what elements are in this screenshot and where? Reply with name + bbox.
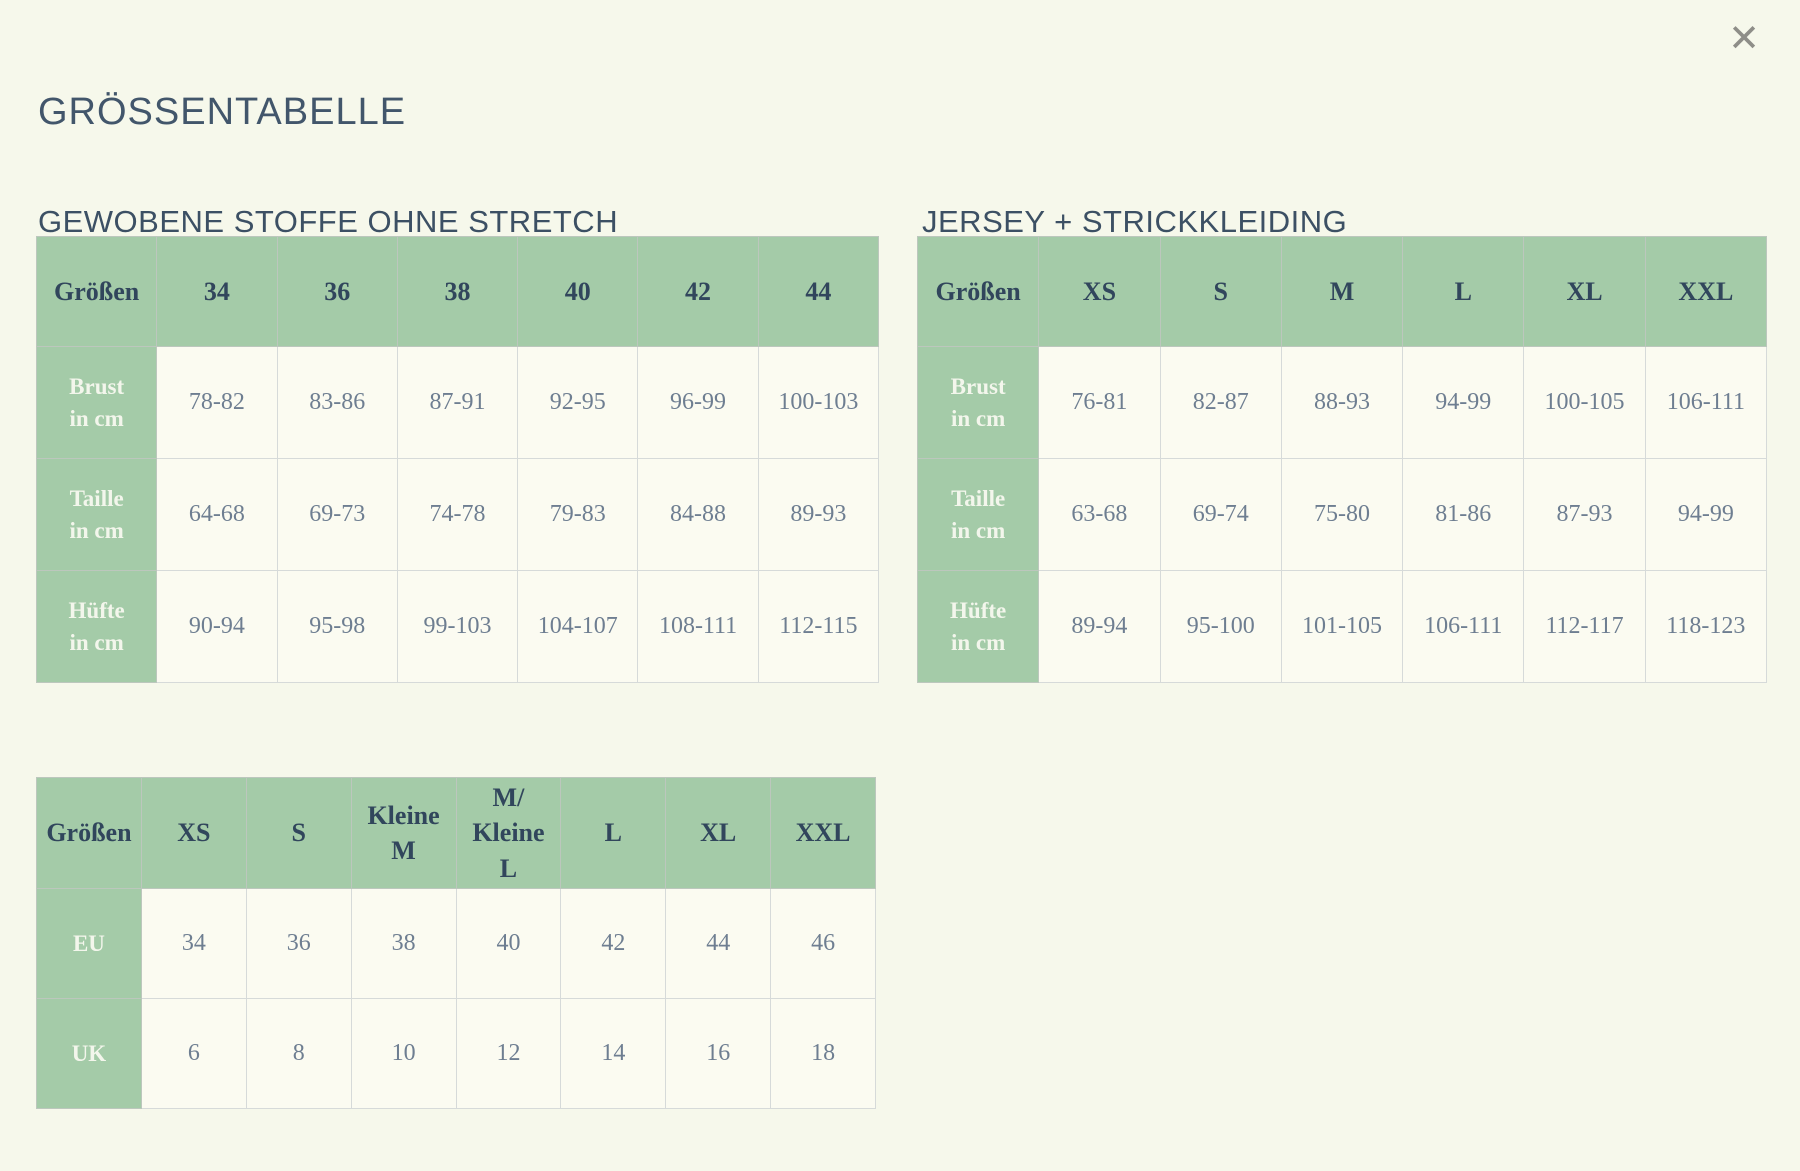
column-header: Kleine M (350, 777, 457, 889)
size-cell: 16 (665, 998, 772, 1109)
size-cell: 10 (350, 998, 457, 1109)
size-cell: 112-115 (757, 570, 880, 683)
column-header: 42 (637, 236, 759, 347)
row-header: Taille in cm (35, 458, 158, 571)
section-title-jersey: JERSEY + STRICKKLEIDING (922, 203, 1348, 239)
size-cell: 88-93 (1280, 346, 1404, 459)
column-header: S (245, 777, 352, 889)
size-cell: 34 (140, 888, 247, 999)
column-header: 40 (517, 236, 639, 347)
size-cell: 118-123 (1644, 570, 1768, 683)
size-cell: 100-103 (757, 346, 880, 459)
size-table-jersey: Größen XS S M L XL XXL Brust in cm 76-81… (916, 236, 1768, 683)
column-header: M/ Kleine L (455, 777, 562, 889)
row-header: Hüfte in cm (916, 570, 1040, 683)
row-header: UK (36, 998, 142, 1109)
size-cell: 94-99 (1402, 346, 1525, 459)
size-cell: 8 (245, 998, 352, 1109)
size-cell: 79-83 (517, 458, 639, 571)
table-row: EU 34 36 38 40 42 44 46 (36, 888, 876, 999)
size-cell: 12 (455, 998, 562, 1109)
table-row: Taille in cm 64-68 69-73 74-78 79-83 84-… (35, 458, 880, 571)
modal-title: GRÖSSENTABELLE (38, 91, 407, 134)
size-cell: 99-103 (396, 570, 519, 683)
column-header: XXL (1644, 236, 1768, 347)
header-row: Größen 34 36 38 40 42 44 (35, 236, 880, 347)
size-cell: 83-86 (276, 346, 398, 459)
table-row: Hüfte in cm 90-94 95-98 99-103 104-107 1… (35, 570, 880, 683)
row-header: Brust in cm (916, 346, 1040, 459)
corner-header: Größen (916, 236, 1040, 347)
column-header: L (1402, 236, 1525, 347)
column-header: L (560, 777, 667, 889)
row-header: EU (36, 888, 142, 999)
section-title-woven: GEWOBENE STOFFE OHNE STRETCH (38, 203, 619, 239)
size-cell: 69-74 (1159, 458, 1282, 571)
size-cell: 84-88 (637, 458, 759, 571)
size-table-woven: Größen 34 36 38 40 42 44 Brust in cm 78-… (35, 236, 880, 683)
size-cell: 106-111 (1644, 346, 1768, 459)
size-cell: 92-95 (517, 346, 639, 459)
size-cell: 95-98 (276, 570, 398, 683)
column-header: XXL (770, 777, 876, 889)
column-header: 44 (757, 236, 880, 347)
column-header: M (1280, 236, 1404, 347)
size-cell: 63-68 (1038, 458, 1161, 571)
header-row: Größen XS S Kleine M M/ Kleine L L XL XX… (36, 777, 876, 889)
corner-header: Größen (35, 236, 158, 347)
column-header: 34 (156, 236, 278, 347)
size-cell: 42 (560, 888, 667, 999)
column-header: 36 (276, 236, 398, 347)
column-header: 38 (396, 236, 519, 347)
size-cell: 106-111 (1402, 570, 1525, 683)
table-row: UK 6 8 10 12 14 16 18 (36, 998, 876, 1109)
table-row: Hüfte in cm 89-94 95-100 101-105 106-111… (916, 570, 1768, 683)
size-cell: 104-107 (517, 570, 639, 683)
size-cell: 14 (560, 998, 667, 1109)
table-row: Taille in cm 63-68 69-74 75-80 81-86 87-… (916, 458, 1768, 571)
size-table-conversion: Größen XS S Kleine M M/ Kleine L L XL XX… (36, 777, 876, 1109)
close-icon: ✕ (1728, 16, 1760, 60)
size-cell: 74-78 (396, 458, 519, 571)
size-cell: 81-86 (1402, 458, 1525, 571)
column-header: XL (665, 777, 772, 889)
table-row: Brust in cm 78-82 83-86 87-91 92-95 96-9… (35, 346, 880, 459)
size-cell: 6 (140, 998, 247, 1109)
size-cell: 36 (245, 888, 352, 999)
corner-header: Größen (36, 777, 142, 889)
size-cell: 46 (770, 888, 876, 999)
size-cell: 64-68 (156, 458, 278, 571)
size-cell: 69-73 (276, 458, 398, 571)
size-cell: 78-82 (156, 346, 278, 459)
size-cell: 94-99 (1644, 458, 1768, 571)
size-cell: 95-100 (1159, 570, 1282, 683)
size-cell: 40 (455, 888, 562, 999)
size-cell: 82-87 (1159, 346, 1282, 459)
size-cell: 38 (350, 888, 457, 999)
header-row: Größen XS S M L XL XXL (916, 236, 1768, 347)
column-header: S (1159, 236, 1282, 347)
row-header: Brust in cm (35, 346, 158, 459)
row-header: Taille in cm (916, 458, 1040, 571)
size-cell: 44 (665, 888, 772, 999)
size-cell: 87-91 (396, 346, 519, 459)
size-cell: 101-105 (1280, 570, 1404, 683)
table-row: Brust in cm 76-81 82-87 88-93 94-99 100-… (916, 346, 1768, 459)
size-cell: 112-117 (1523, 570, 1646, 683)
row-header: Hüfte in cm (35, 570, 158, 683)
size-cell: 18 (770, 998, 876, 1109)
close-button[interactable]: ✕ (1718, 12, 1770, 64)
size-cell: 108-111 (637, 570, 759, 683)
size-cell: 90-94 (156, 570, 278, 683)
column-header: XS (140, 777, 247, 889)
column-header: XS (1038, 236, 1161, 347)
size-cell: 87-93 (1523, 458, 1646, 571)
size-cell: 76-81 (1038, 346, 1161, 459)
size-cell: 89-93 (757, 458, 880, 571)
size-cell: 89-94 (1038, 570, 1161, 683)
size-cell: 96-99 (637, 346, 759, 459)
column-header: XL (1523, 236, 1646, 347)
size-cell: 100-105 (1523, 346, 1646, 459)
size-cell: 75-80 (1280, 458, 1404, 571)
